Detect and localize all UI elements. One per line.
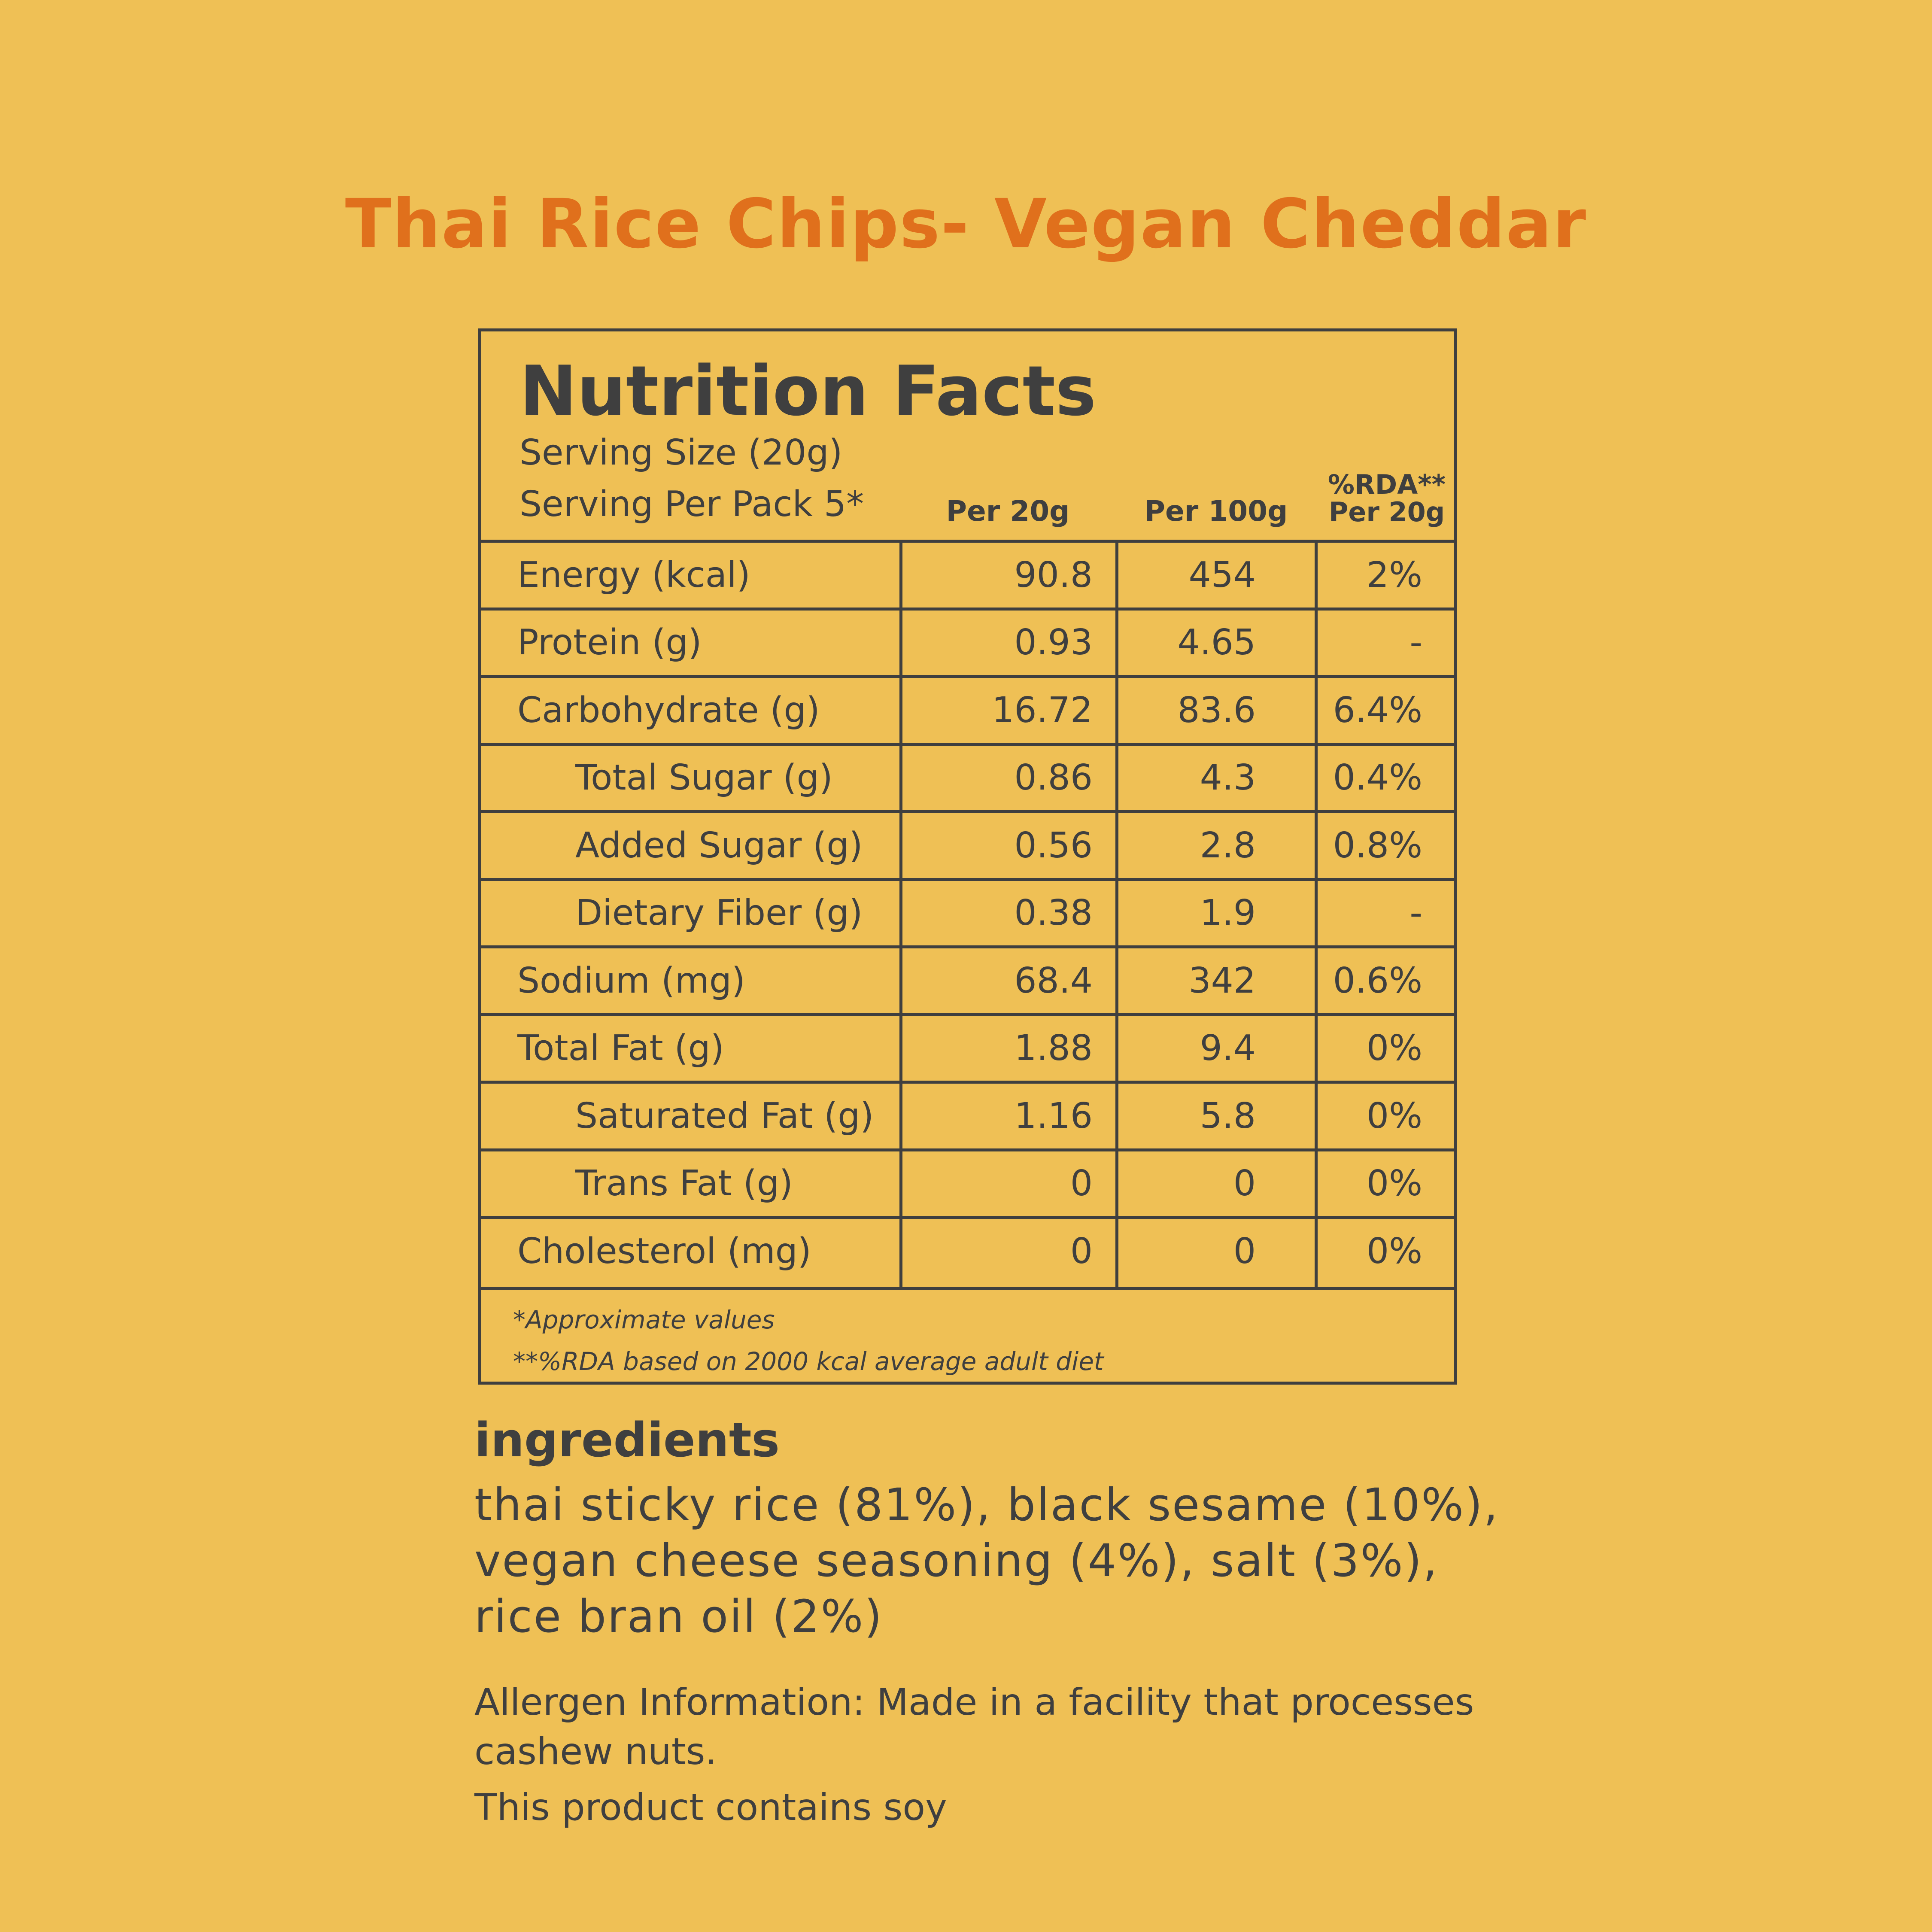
nutrition-table: Energy (kcal) 90.8 454 2% Protein (g) 0.… (481, 540, 1454, 1284)
table-row-protein: Protein (g) 0.93 4.65 - (481, 607, 1454, 675)
value-per-20g: 1.16 (1014, 1095, 1093, 1136)
table-row-total-sugar: Total Sugar (g) 0.86 4.3 0.4% (481, 742, 1454, 811)
value-per-100g: 9.4 (1200, 1028, 1256, 1069)
nutrient-name: Added Sugar (g) (575, 825, 863, 866)
serving-size: Serving Size (20g) (519, 432, 843, 473)
nutrition-facts-heading: Nutrition Facts (519, 351, 1097, 431)
table-row-saturated-fat: Saturated Fat (g) 1.16 5.8 0% (481, 1081, 1454, 1148)
ingredients-list: thai sticky rice (81%), black sesame (10… (474, 1477, 1499, 1644)
value-per-100g: 454 (1188, 554, 1256, 595)
value-rda: 0.4% (1333, 757, 1422, 799)
allergen-info: Allergen Information: Made in a facility… (474, 1681, 1474, 1724)
value-per-100g: 0 (1233, 1163, 1256, 1204)
allergen-info-continued: cashew nuts. (474, 1730, 717, 1773)
table-row-sodium: Sodium (mg) 68.4 342 0.6% (481, 945, 1454, 1013)
product-title: Thai Rice Chips- Vegan Cheddar (345, 185, 1587, 264)
value-per-20g: 0.56 (1014, 825, 1093, 866)
column-header-per-20g: Per 20g (946, 495, 1070, 528)
nutrient-name: Carbohydrate (g) (517, 690, 820, 731)
table-row-carbohydrate: Carbohydrate (g) 16.72 83.6 6.4% (481, 675, 1454, 743)
nutrient-name: Cholesterol (mg) (517, 1230, 811, 1272)
rda-header-line2: Per 20g (1328, 496, 1445, 528)
nutrient-name: Energy (kcal) (517, 554, 750, 595)
value-per-20g: 0.86 (1014, 757, 1093, 799)
value-rda: 0% (1366, 1095, 1422, 1136)
value-per-100g: 0 (1233, 1230, 1256, 1272)
value-rda: 0.6% (1333, 960, 1422, 1001)
value-rda: 6.4% (1333, 690, 1422, 731)
column-divider (1315, 540, 1318, 1287)
value-per-100g: 4.3 (1200, 757, 1256, 799)
table-row-dietary-fiber: Dietary Fiber (g) 0.38 1.9 - (481, 878, 1454, 946)
rda-header-line1: %RDA** (1327, 469, 1446, 500)
value-per-100g: 342 (1188, 960, 1256, 1001)
value-per-20g: 0 (1070, 1230, 1093, 1272)
value-per-100g: 1.9 (1200, 893, 1256, 934)
nutrition-facts-panel: Nutrition Facts Serving Size (20g) Servi… (478, 328, 1457, 1385)
nutrient-name: Dietary Fiber (g) (575, 893, 863, 934)
value-per-100g: 5.8 (1200, 1095, 1256, 1136)
value-rda: 0.8% (1333, 825, 1422, 866)
servings-per-pack: Serving Per Pack 5* (519, 484, 864, 525)
value-rda: - (1410, 893, 1422, 934)
value-per-20g: 0 (1070, 1163, 1093, 1204)
value-per-100g: 4.65 (1177, 622, 1256, 663)
footnote-approximate: *Approximate values (513, 1305, 775, 1334)
value-per-20g: 68.4 (1014, 960, 1093, 1001)
value-rda: 2% (1366, 554, 1422, 595)
value-per-100g: 83.6 (1177, 690, 1256, 731)
nutrient-name: Saturated Fat (g) (575, 1095, 874, 1136)
column-divider (1115, 540, 1118, 1287)
value-per-100g: 2.8 (1200, 825, 1256, 866)
ingredients-line: rice bran oil (2%) (474, 1590, 883, 1643)
nutrient-name: Protein (g) (517, 622, 702, 663)
ingredients-line: vegan cheese seasoning (4%), salt (3%), (474, 1534, 1439, 1587)
footnote-rda: **%RDA based on 2000 kcal average adult … (513, 1347, 1104, 1376)
nutrient-name: Total Fat (g) (517, 1028, 724, 1069)
table-row-cholesterol: Cholesterol (mg) 0 0 0% (481, 1216, 1454, 1284)
nutrient-name: Total Sugar (g) (575, 757, 833, 799)
value-rda: 0% (1366, 1163, 1422, 1204)
soy-notice: This product contains soy (474, 1786, 947, 1829)
column-header-per-100g: Per 100g (1144, 495, 1288, 528)
value-per-20g: 0.93 (1014, 622, 1093, 663)
value-rda: - (1410, 622, 1422, 663)
column-header-rda: %RDA** Per 20g (1316, 471, 1458, 526)
value-per-20g: 0.38 (1014, 893, 1093, 934)
value-rda: 0% (1366, 1028, 1422, 1069)
ingredients-line: thai sticky rice (81%), black sesame (10… (474, 1479, 1499, 1531)
column-divider (899, 540, 902, 1287)
table-row-total-fat: Total Fat (g) 1.88 9.4 0% (481, 1013, 1454, 1081)
ingredients-heading: ingredients (474, 1413, 780, 1467)
value-per-20g: 90.8 (1014, 554, 1093, 595)
notes-divider (481, 1287, 1454, 1290)
value-per-20g: 16.72 (992, 690, 1093, 731)
table-row-added-sugar: Added Sugar (g) 0.56 2.8 0.8% (481, 810, 1454, 878)
nutrient-name: Sodium (mg) (517, 960, 745, 1001)
table-row-energy: Energy (kcal) 90.8 454 2% (481, 540, 1454, 608)
value-rda: 0% (1366, 1230, 1422, 1272)
nutrient-name: Trans Fat (g) (575, 1163, 793, 1204)
value-per-20g: 1.88 (1014, 1028, 1093, 1069)
table-row-trans-fat: Trans Fat (g) 0 0 0% (481, 1148, 1454, 1216)
